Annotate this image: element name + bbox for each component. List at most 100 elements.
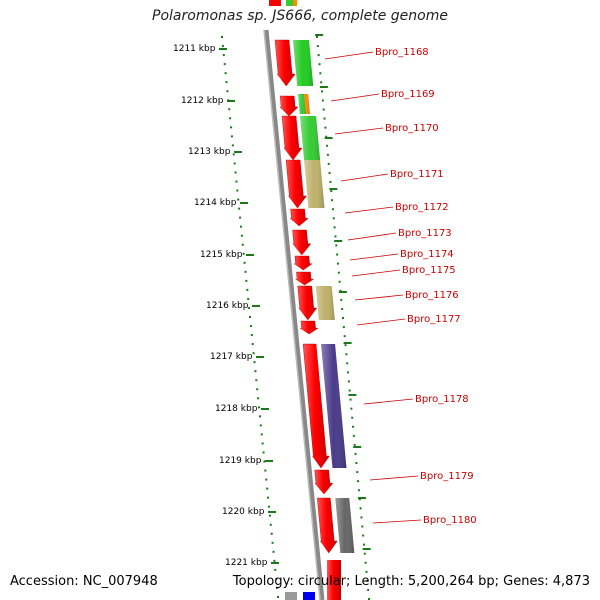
kbp-tick-label: 1211 kbp bbox=[173, 44, 216, 54]
gene-label-bpro-1174: Bpro_1174 bbox=[400, 249, 454, 260]
leader-line bbox=[369, 475, 419, 481]
leader-line bbox=[354, 294, 404, 301]
dot bbox=[240, 234, 243, 237]
dot bbox=[258, 415, 261, 418]
dot bbox=[239, 225, 242, 228]
kbp-tick-mark bbox=[227, 100, 235, 102]
dot bbox=[271, 541, 274, 544]
kbp-tick-mark bbox=[265, 460, 273, 462]
dot bbox=[339, 289, 342, 292]
gene-label-bpro-1173: Bpro_1173 bbox=[398, 228, 452, 239]
track-tick-mark bbox=[338, 291, 347, 293]
gene-arrow bbox=[292, 229, 312, 256]
gene-arrow bbox=[281, 115, 303, 161]
genome-summary-text: Topology: circular; Length: 5,200,264 bp… bbox=[232, 574, 590, 589]
dot bbox=[317, 54, 320, 57]
kbp-tick-label: 1213 kbp bbox=[188, 147, 231, 157]
dot bbox=[228, 108, 231, 111]
leader-line bbox=[340, 173, 389, 182]
gene-arrow bbox=[289, 208, 309, 227]
dot bbox=[359, 507, 362, 510]
kbp-tick-mark bbox=[246, 254, 254, 256]
leader-line bbox=[372, 519, 422, 524]
gene-label-bpro-1178: Bpro_1178 bbox=[415, 394, 469, 405]
dot bbox=[245, 279, 248, 282]
dot bbox=[223, 63, 226, 66]
dot bbox=[235, 180, 238, 183]
dot bbox=[238, 207, 241, 210]
dot bbox=[269, 523, 272, 526]
dot bbox=[368, 598, 370, 600]
gene-arrow bbox=[317, 497, 338, 554]
cog-block-shade bbox=[293, 40, 314, 86]
gene-arrow bbox=[302, 343, 330, 469]
dot bbox=[236, 189, 239, 192]
gene-arrow bbox=[294, 271, 315, 286]
gene-arrow bbox=[274, 39, 296, 87]
kbp-tick-mark bbox=[234, 151, 242, 153]
gene-label-bpro-1179: Bpro_1179 bbox=[420, 471, 474, 482]
track-tick-mark bbox=[348, 394, 357, 396]
track-tick-mark bbox=[315, 34, 324, 36]
dot bbox=[244, 270, 247, 273]
leader-line bbox=[334, 127, 384, 135]
dot bbox=[277, 596, 279, 598]
gene-arrow bbox=[297, 285, 318, 321]
leader-line bbox=[324, 51, 374, 60]
gene-label-bpro-1180: Bpro_1180 bbox=[423, 515, 477, 526]
dot bbox=[241, 243, 244, 246]
dot bbox=[335, 244, 338, 247]
kbp-tick-label: 1218 kbp bbox=[215, 404, 258, 414]
dot bbox=[248, 306, 251, 309]
track-tick-mark bbox=[319, 86, 328, 88]
dot bbox=[361, 525, 364, 528]
partial-bottom-grey bbox=[285, 592, 297, 600]
dot bbox=[340, 298, 343, 301]
kbp-tick-marks: 1211 kbp 1212 kbp 1213 kbp 1214 kbp 1215 kbp… bbox=[173, 34, 371, 568]
dot bbox=[249, 316, 251, 318]
leader-line bbox=[349, 253, 399, 261]
dot bbox=[267, 496, 270, 499]
dot bbox=[362, 534, 365, 537]
dot bbox=[353, 443, 356, 446]
dot bbox=[338, 280, 341, 283]
accession-text: Accession: NC_007948 bbox=[10, 574, 158, 589]
dot bbox=[267, 505, 270, 508]
kbp-tick-mark bbox=[268, 511, 276, 513]
kbp-tick-label: 1216 kbp bbox=[206, 301, 249, 311]
gene-features bbox=[274, 39, 355, 554]
dot bbox=[265, 478, 268, 481]
dot bbox=[344, 344, 347, 347]
dot bbox=[333, 226, 336, 229]
track-tick-mark bbox=[353, 446, 362, 448]
dot bbox=[229, 117, 232, 120]
dot bbox=[242, 252, 245, 255]
kbp-tick-label: 1214 kbp bbox=[194, 198, 237, 208]
dot bbox=[321, 99, 324, 102]
dot bbox=[221, 45, 224, 48]
dot bbox=[246, 288, 249, 291]
gene-arrow bbox=[279, 95, 299, 117]
kbp-tick-mark bbox=[261, 408, 269, 410]
kbp-tick-mark bbox=[219, 48, 227, 50]
dot bbox=[322, 108, 325, 111]
dot bbox=[255, 379, 258, 382]
dot bbox=[272, 550, 275, 553]
leader-line bbox=[347, 232, 397, 241]
gene-label-bpro-1175: Bpro_1175 bbox=[402, 265, 456, 276]
dot bbox=[358, 498, 361, 501]
dot bbox=[343, 335, 346, 338]
gene-label-bpro-1168: Bpro_1168 bbox=[375, 47, 429, 58]
dot bbox=[364, 561, 367, 564]
partial-gene-top-orange bbox=[293, 0, 297, 6]
dot bbox=[233, 162, 236, 165]
leader-line bbox=[344, 206, 394, 214]
cog-block-shade bbox=[297, 94, 306, 114]
partial-gene-top-red bbox=[269, 0, 281, 6]
dot bbox=[268, 514, 271, 517]
dot bbox=[260, 433, 263, 436]
kbp-tick-label: 1220 kbp bbox=[222, 507, 265, 517]
dot bbox=[232, 153, 235, 156]
dot bbox=[249, 325, 252, 328]
